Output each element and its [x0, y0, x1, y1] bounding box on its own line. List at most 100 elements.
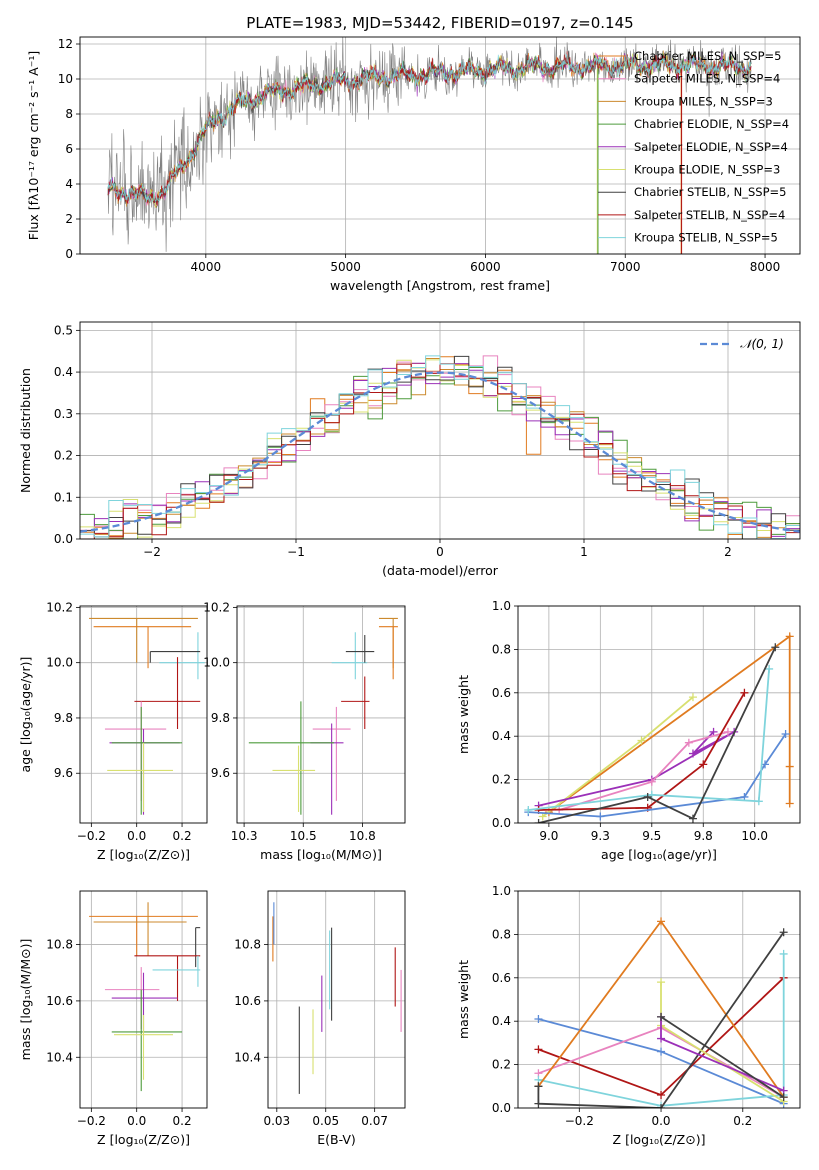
- x-tick-label: 5000: [330, 260, 361, 274]
- x-axis-label: Z [log₁₀(Z/Z⊙)]: [613, 1132, 706, 1147]
- legend-label: Chabrier ELODIE, N_SSP=4: [634, 117, 789, 131]
- plus-marker: [657, 978, 666, 987]
- error-point: [152, 955, 201, 987]
- histogram-step: [80, 355, 800, 539]
- chart-mass_vs_Z: −0.2 0.0 0.2 10.4 10.6 10.8 Z [log₁₀(Z/Z⊙)] mas…: [18, 890, 208, 1147]
- y-tick-label: 0: [65, 247, 73, 261]
- plus-marker: [688, 693, 697, 702]
- y-tick-label: 0.1: [54, 490, 73, 504]
- x-tick-label: 9.3: [591, 829, 610, 843]
- plus-marker: [657, 1012, 666, 1021]
- model-spectrum: [107, 51, 752, 206]
- axes-frame: [79, 321, 801, 540]
- plot-area: [248, 617, 398, 815]
- y-tick-label: 0.0: [54, 532, 73, 546]
- y-tick-label: 10.8: [46, 938, 73, 952]
- x-axis-label: (data-model)/error: [382, 563, 499, 578]
- y-axis-label: Normed distribution: [18, 368, 33, 493]
- error-point: [378, 626, 398, 680]
- y-tick-label: 9.8: [211, 711, 230, 725]
- legend-label: Salpeter ELODIE, N_SSP=4: [634, 140, 788, 154]
- y-tick-label: 10.2: [46, 600, 73, 614]
- error-point: [378, 617, 398, 669]
- error-point: [89, 617, 198, 663]
- mass-weight-line: [528, 668, 770, 811]
- histogram-step: [80, 363, 800, 539]
- x-tick-label: 0.2: [173, 1114, 192, 1128]
- plus-marker: [785, 632, 794, 641]
- x-tick-label: 2: [724, 545, 732, 559]
- y-tick-label: 10: [58, 72, 73, 86]
- axes: −0.2 0.0 0.2 10.4 10.6 10.8 Z [log₁₀(Z/Z⊙)] mas…: [18, 890, 208, 1147]
- axes: −2 −1 0 1 2 0.0 0.1 0.2 0.3 0.4 0.5 (data-model)/er…: [18, 321, 801, 578]
- mass-weight-line: [537, 931, 785, 1108]
- x-tick-label: 0.0: [651, 1114, 670, 1128]
- legend-label: Salpeter STELIB, N_SSP=4: [634, 208, 785, 222]
- error-point: [195, 927, 201, 968]
- plus-marker: [657, 1047, 666, 1056]
- y-axis-label: Flux [fλ10⁻¹⁷ erg cm⁻² s⁻¹ A⁻¹]: [26, 51, 41, 240]
- y-tick-label: 0.8: [492, 642, 511, 656]
- x-tick-label: 0.07: [361, 1114, 388, 1128]
- figure-title: PLATE=1983, MJD=53442, FIBERID=0197, z=0…: [246, 14, 633, 32]
- axes: −0.2 0.0 0.2 9.6 9.8 10.0 10.2 Z [log₁₀(Z/Z⊙)] a…: [18, 600, 208, 862]
- y-tick-label: 0.4: [54, 365, 73, 379]
- y-tick-label: 6: [65, 142, 73, 156]
- plus-marker: [684, 738, 693, 747]
- error-point: [93, 626, 192, 669]
- axes: 4000 5000 6000 7000 8000 0 2 4 6 8 10 12 wavelength …: [26, 36, 801, 293]
- plus-marker: [596, 812, 605, 821]
- x-tick-label: 4000: [191, 260, 222, 274]
- y-tick-label: 1.0: [492, 599, 511, 613]
- y-axis-label: mass weight: [456, 675, 471, 754]
- x-tick-label: 7000: [610, 260, 641, 274]
- y-tick-label: 4: [65, 177, 73, 191]
- x-tick-label: −0.2: [77, 1114, 106, 1128]
- y-tick-label: 0.4: [492, 729, 511, 743]
- axes-frame: [517, 605, 801, 824]
- x-tick-label: 0.0: [127, 829, 146, 843]
- gaussian-curve: [80, 371, 800, 533]
- plus-marker: [657, 1104, 666, 1108]
- y-tick-label: 0.5: [54, 323, 73, 337]
- plot-area: [80, 355, 800, 539]
- y-tick-label: 0.0: [492, 1101, 511, 1115]
- x-tick-label: −2: [143, 545, 161, 559]
- chart-residuals: −2 −1 0 1 2 0.0 0.1 0.2 0.3 0.4 0.5 (data-model)/er…: [18, 321, 801, 578]
- plus-marker: [524, 805, 533, 814]
- legend-label: 𝒩(0, 1): [740, 337, 784, 351]
- plus-marker: [740, 688, 749, 697]
- axes: 10.3 10.5 10.8 9.6 9.8 10.0 10.2 mass [log₁₀(M/…: [203, 600, 406, 862]
- chart-mass_vs_EBV: 0.03 0.05 0.07 10.4 10.6 10.8 E(B-V): [234, 890, 406, 1147]
- axes-frame: [79, 36, 801, 255]
- plus-marker: [765, 664, 774, 673]
- x-tick-label: 0: [436, 545, 444, 559]
- axes: 0.03 0.05 0.07 10.4 10.6 10.8 E(B-V): [234, 890, 406, 1147]
- chart-age_vs_mass: 10.3 10.5 10.8 9.6 9.8 10.0 10.2 mass [log₁₀(M/…: [203, 600, 406, 862]
- x-axis-label: Z [log₁₀(Z/Z⊙)]: [97, 1132, 190, 1147]
- plus-marker: [709, 727, 718, 736]
- plus-marker: [779, 949, 788, 958]
- mass-weight-line: [538, 646, 777, 823]
- grid: [80, 606, 207, 823]
- mass-weight-line: [548, 634, 791, 813]
- chart-massweight_vs_Z: −0.2 0.0 0.2 0.0 0.2 0.4 0.6 0.8 1.0 Z [log₁₀(Z/Z…: [456, 884, 801, 1147]
- y-axis-label: mass [log₁₀(M/M⊙)]: [18, 939, 33, 1061]
- plus-marker: [699, 760, 708, 769]
- x-axis-label: age [log₁₀(age/yr)]: [601, 847, 717, 862]
- axes-frame: [79, 890, 208, 1109]
- x-tick-label: 10.5: [290, 829, 317, 843]
- plus-marker: [534, 819, 543, 823]
- y-tick-label: 0.2: [492, 773, 511, 787]
- y-tick-label: 10.4: [234, 1050, 261, 1064]
- x-tick-label: −0.2: [77, 829, 106, 843]
- y-tick-label: 12: [58, 37, 73, 51]
- axes-frame: [79, 605, 208, 824]
- x-axis-label: Z [log₁₀(Z/Z⊙)]: [97, 847, 190, 862]
- y-tick-label: 10.8: [234, 938, 261, 952]
- y-tick-label: 0.2: [54, 449, 73, 463]
- plus-marker: [785, 799, 794, 808]
- x-tick-label: 0.05: [312, 1114, 339, 1128]
- plot-area: [89, 902, 201, 1092]
